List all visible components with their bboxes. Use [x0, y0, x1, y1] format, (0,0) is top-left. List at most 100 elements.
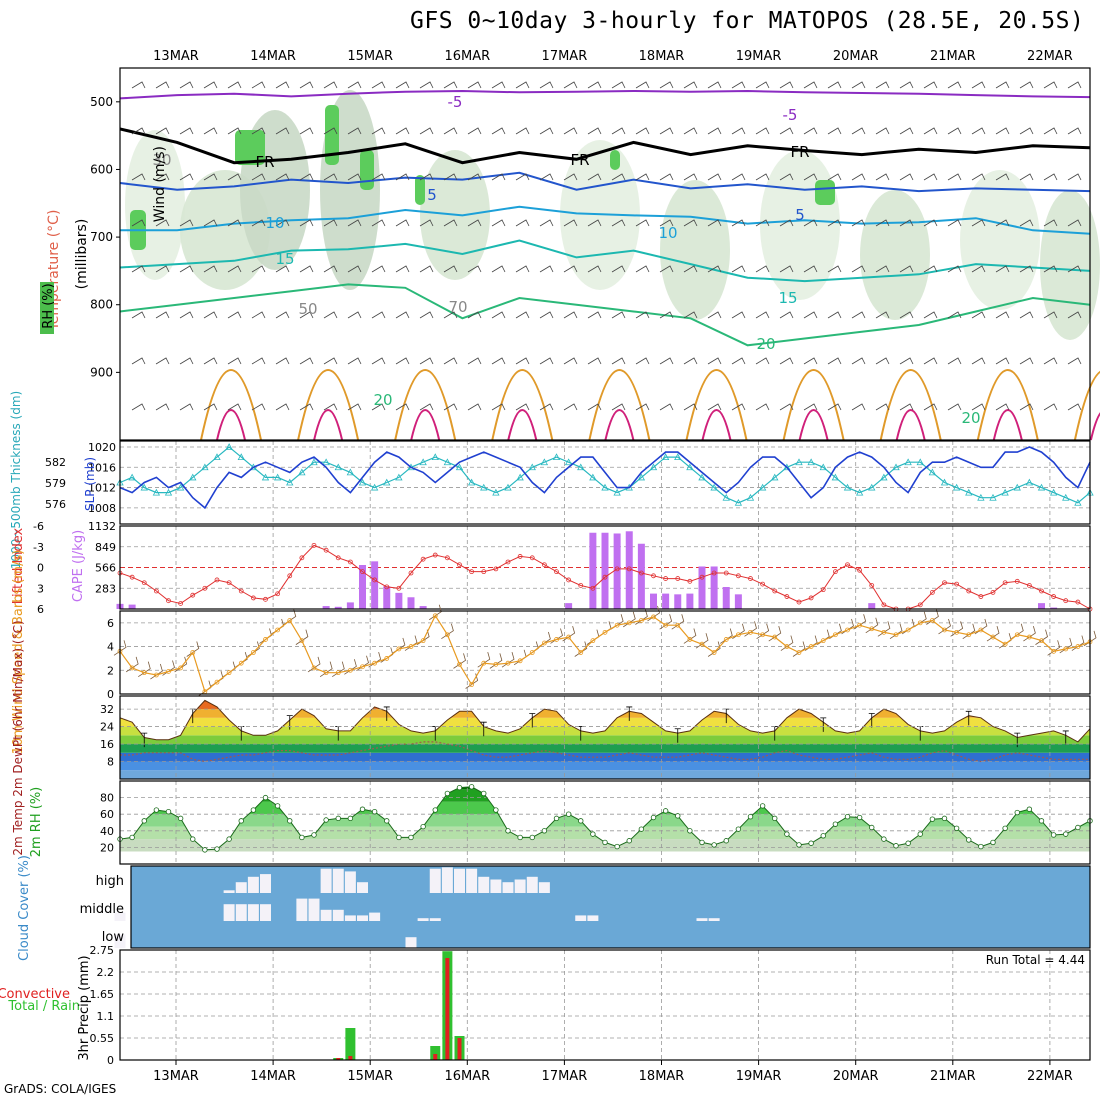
isotherm-25	[200, 369, 262, 441]
thickness-marker	[1062, 493, 1070, 501]
rh-marker	[796, 842, 802, 848]
wind-barb	[299, 403, 314, 411]
rh-tick: 60	[100, 808, 114, 821]
cloud-frame	[130, 865, 1091, 949]
isotherm-25	[685, 369, 748, 441]
wind-barb	[731, 311, 746, 319]
precip-tick: 1.65	[90, 988, 115, 1001]
thickness-marker	[880, 473, 888, 481]
wind-barb	[827, 81, 842, 89]
rh-marker	[711, 842, 717, 848]
wind-marker	[214, 679, 220, 685]
wind-barb	[779, 173, 794, 181]
li-marker	[699, 574, 705, 580]
isotherm-30	[701, 409, 732, 441]
precip-tick: 0	[107, 1054, 114, 1067]
wind-barb	[1019, 219, 1034, 227]
rh-marker	[856, 814, 863, 821]
li-marker	[748, 576, 753, 581]
temp-tick: 8	[107, 756, 114, 769]
wind-marker	[384, 656, 390, 661]
wind-barb	[683, 311, 698, 319]
wind-barb	[971, 403, 986, 411]
wind-marker	[590, 638, 596, 644]
cloud-middle-bar	[429, 918, 441, 921]
thickness-marker	[492, 488, 500, 496]
wind-marker	[457, 661, 462, 667]
li-marker	[723, 570, 729, 576]
wind-barb	[803, 127, 818, 135]
cloud-tick: low	[102, 930, 125, 945]
contour-label: 70	[448, 298, 467, 316]
wind-barb	[347, 173, 362, 181]
thickness-marker	[552, 453, 561, 461]
wind-barb	[419, 265, 434, 273]
wind-barb	[707, 265, 722, 273]
li-marker	[1002, 580, 1008, 586]
thickness-marker	[843, 483, 852, 491]
wind-barb	[779, 403, 794, 411]
wind-marker	[1014, 632, 1020, 638]
contour-label: 5	[795, 206, 805, 224]
wind-barb	[1043, 219, 1058, 227]
wind-barb	[779, 219, 794, 227]
wind-barb	[659, 265, 674, 273]
wind-barb	[587, 173, 602, 181]
cloud-high-bar	[466, 868, 478, 893]
rh-marker	[287, 818, 293, 824]
wind-barb	[671, 614, 685, 630]
wind-barb	[995, 265, 1010, 273]
rh-marker	[335, 815, 341, 822]
wind-barb	[491, 219, 506, 227]
li-marker	[966, 588, 972, 594]
temp-band	[120, 735, 1090, 745]
wind-barb	[491, 357, 506, 365]
upper-frame	[119, 67, 1091, 441]
thickness-marker	[831, 473, 840, 481]
minmax-errorbar	[1062, 730, 1069, 745]
rh-marker	[990, 839, 996, 846]
li-marker	[651, 573, 656, 579]
rh-tick: 40	[100, 825, 114, 838]
date-label-top: 18MAR	[639, 49, 685, 64]
wind-barb	[491, 127, 506, 135]
wind-barb	[1019, 311, 1034, 319]
wind-barb	[491, 403, 506, 411]
wind-barb	[371, 127, 386, 135]
thickness-marker	[516, 473, 524, 481]
wind-barb	[875, 81, 890, 89]
rh-marker	[638, 826, 645, 832]
thickness-marker	[977, 493, 985, 501]
li-marker	[469, 569, 475, 575]
wind-barb	[755, 311, 770, 319]
li-line	[119, 544, 1091, 610]
rh-high-shade	[815, 180, 835, 205]
wind-label: Wind (m/s)	[152, 146, 168, 222]
wind-barb	[344, 659, 357, 675]
wind-barb	[150, 663, 163, 680]
rh-label: RH (%)	[41, 283, 56, 328]
isotherm-25	[491, 369, 554, 441]
wind-barb	[635, 403, 650, 411]
wind-barb	[562, 625, 576, 642]
li-marker	[444, 555, 450, 561]
cape-bar	[1038, 603, 1045, 609]
li-marker	[626, 566, 632, 572]
li-marker	[166, 598, 171, 604]
wind-barb	[779, 127, 794, 135]
temp-band	[120, 770, 1090, 779]
wind-barb	[323, 403, 338, 411]
wind-barb	[179, 265, 194, 273]
wind-marker	[954, 629, 960, 635]
li-marker	[711, 570, 717, 576]
li-marker	[1014, 578, 1020, 584]
wind-marker	[711, 650, 717, 655]
pressure-tick: 600	[90, 162, 113, 176]
thickness-marker	[189, 473, 197, 481]
wind-barb	[491, 173, 506, 181]
wind-barb	[899, 311, 914, 319]
rh-marker	[190, 836, 196, 842]
wind-marker	[687, 637, 693, 642]
temp-band	[120, 700, 1090, 710]
wind-barb	[707, 641, 721, 657]
